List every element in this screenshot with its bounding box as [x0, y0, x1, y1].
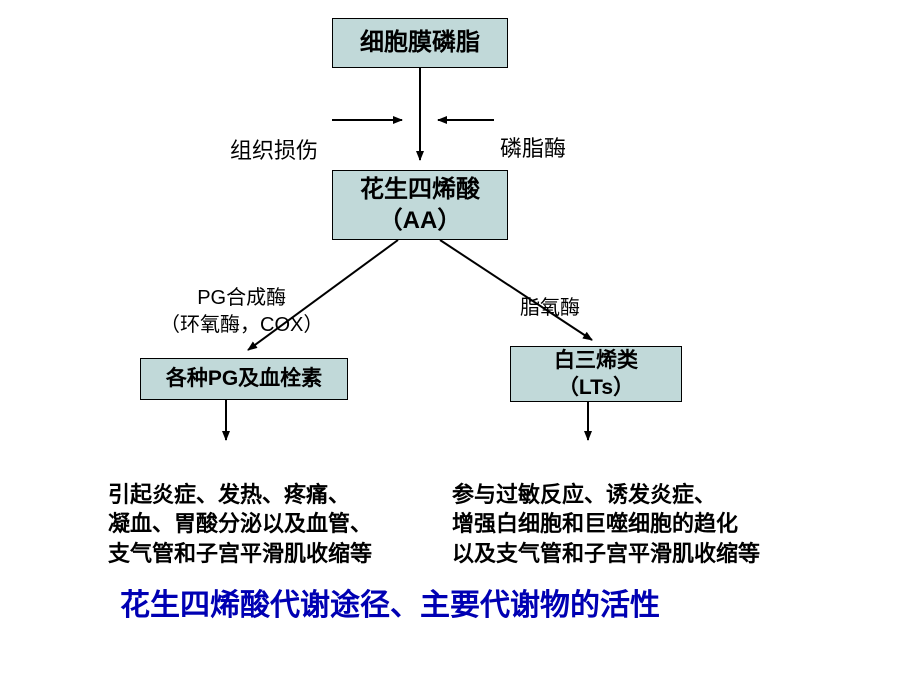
label-phospholipase: 磷脂酶	[500, 104, 566, 163]
node-label: 细胞膜磷脂	[360, 27, 480, 58]
node-label: 各种PG及血栓素	[166, 365, 322, 392]
node-label-line1: 花生四烯酸	[360, 174, 480, 205]
node-leukotrienes: 白三烯类 （LTs）	[510, 346, 682, 402]
node-label-line2: （AA）	[379, 205, 462, 236]
node-pg-thromboxane: 各种PG及血栓素	[140, 358, 348, 400]
description-lt-effects: 参与过敏反应、诱发炎症、 增强白细胞和巨噬细胞的趋化 以及支气管和子宫平滑肌收缩…	[452, 450, 760, 569]
label-pg-synthase: PG合成酶 （环氧酶，COX）	[160, 258, 323, 339]
node-label-line1: 白三烯类	[554, 347, 638, 374]
label-tissue-damage: 组织损伤	[230, 106, 318, 165]
node-membrane-phospholipid: 细胞膜磷脂	[332, 18, 508, 68]
description-pg-effects: 引起炎症、发热、疼痛、 凝血、胃酸分泌以及血管、 支气管和子宫平滑肌收缩等	[108, 450, 372, 569]
label-lipoxygenase: 脂氧酶	[520, 268, 580, 322]
diagram-title: 花生四烯酸代谢途径、主要代谢物的活性	[120, 580, 660, 624]
node-label-line2: （LTs）	[558, 374, 634, 401]
node-arachidonic-acid: 花生四烯酸 （AA）	[332, 170, 508, 240]
